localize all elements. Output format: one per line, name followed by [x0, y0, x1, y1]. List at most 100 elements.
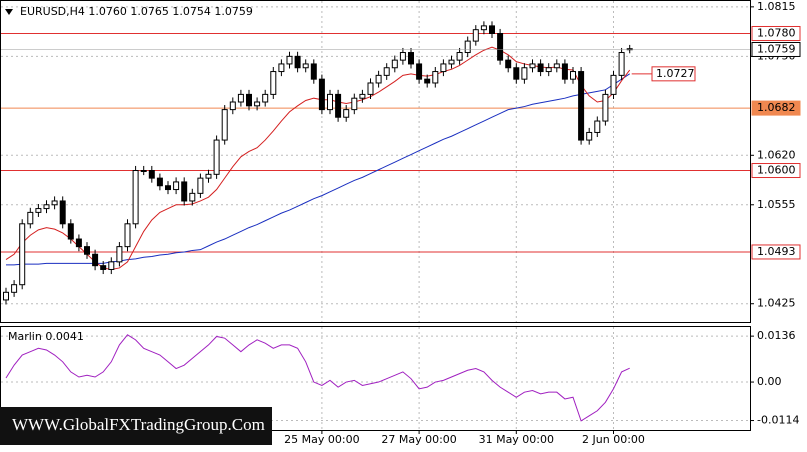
candle-body: [221, 109, 228, 141]
level-label-box: [751, 163, 801, 179]
candle-body: [570, 71, 576, 80]
indicator-line: [5, 334, 630, 422]
candle-body: [237, 93, 244, 103]
candle-body: [278, 63, 285, 73]
watermark: WWW.GlobalFXTradingGroup.Com: [12, 415, 265, 434]
candle-body: [92, 253, 99, 267]
candle-body: [408, 52, 414, 65]
candle-body: [254, 101, 261, 107]
y-tick-label: 1.0620: [757, 148, 796, 161]
candle-body: [383, 67, 390, 76]
candle-body: [343, 109, 350, 118]
candle-body: [51, 200, 58, 206]
candle-body: [391, 59, 398, 69]
candle-body: [472, 29, 479, 42]
annotation-box: [651, 66, 696, 82]
candle-body: [359, 93, 366, 99]
candle-body: [318, 78, 325, 111]
candle-body: [505, 59, 512, 69]
indicator-label: Marlin 0.0041: [8, 330, 84, 343]
candle-body: [262, 93, 269, 103]
candle-body: [529, 63, 536, 69]
candle-body: [84, 246, 90, 255]
level-label-box: [751, 25, 801, 41]
candle-body: [432, 71, 439, 84]
level-label: 1.0682: [757, 101, 796, 114]
candle-body: [375, 74, 382, 84]
candle-body: [35, 208, 42, 213]
candle-body: [148, 170, 155, 179]
y-tick-label: 1.0425: [757, 297, 796, 310]
candle-body: [586, 131, 593, 141]
x-tick-label: 2 Jun 00:00: [582, 433, 645, 446]
x-tick-label: 25 May 00:00: [284, 433, 359, 446]
candle-body: [286, 55, 293, 65]
candle-body: [537, 63, 544, 73]
level-label-box: [751, 244, 801, 260]
candle-body: [464, 40, 471, 54]
candle-body: [197, 177, 204, 194]
x-tick-label: 31 May 00:00: [479, 433, 554, 446]
candle-body: [270, 71, 277, 95]
header: EURUSD,H4 1.0760 1.0765 1.0754 1.0759: [20, 5, 253, 18]
candle-body: [456, 52, 463, 61]
y-tick-label: 1.0555: [757, 198, 796, 211]
candle-body: [399, 52, 406, 61]
candle-body: [75, 238, 82, 248]
candle-body: [59, 200, 66, 225]
candle-body: [480, 25, 487, 31]
candle-body: [181, 181, 188, 202]
y-tick-label: 0.00: [757, 375, 782, 388]
candle-body: [578, 71, 585, 141]
candle-body: [156, 177, 163, 187]
candle-body: [416, 63, 423, 80]
candle-body: [205, 173, 212, 179]
candle-body: [11, 284, 18, 293]
candle-body: [424, 78, 431, 84]
current-price-box: [751, 41, 801, 57]
candle-body: [440, 63, 447, 73]
candle-body: [165, 185, 171, 191]
main-frame: [0, 0, 751, 323]
y-tick-label: 0.0136: [757, 329, 796, 342]
candle-body: [553, 63, 560, 69]
level-label: 1.0780: [757, 26, 796, 39]
candle-body: [602, 93, 609, 122]
level-label-box: [751, 100, 801, 116]
candle-body: [246, 93, 252, 107]
candle-body: [448, 59, 455, 65]
x-tick-label: 27 May 00:00: [381, 433, 456, 446]
candle-body: [561, 63, 568, 80]
candle-body: [594, 120, 601, 133]
candle-body: [294, 55, 301, 69]
candle-body: [189, 192, 196, 202]
candle-body: [19, 223, 26, 286]
candle-body: [521, 67, 528, 80]
candle-body: [3, 291, 9, 301]
candle-body: [124, 223, 131, 248]
candle-body: [335, 93, 342, 118]
candle-body: [545, 67, 552, 73]
candle-body: [27, 211, 34, 225]
y-tick-label: -0.0114: [757, 414, 799, 427]
candle-body: [513, 67, 520, 80]
candle-body: [140, 170, 147, 173]
candle-body: [302, 63, 309, 69]
candle-body: [367, 82, 374, 95]
candle-body: [173, 181, 180, 191]
watermark-box: [0, 407, 272, 445]
candle-body: [108, 261, 115, 270]
level-label: 1.0493: [757, 245, 796, 258]
candle-body: [489, 25, 495, 34]
candle-body: [132, 170, 139, 225]
candle-body: [100, 265, 107, 270]
candle-body: [310, 63, 317, 80]
y-tick-label: 1.0815: [757, 0, 796, 13]
candle-body: [213, 139, 220, 175]
candle-body: [67, 223, 74, 240]
candle-body: [497, 32, 504, 61]
plot-layer: 1.04251.05551.06201.07501.0815-0.01140.0…: [1, 0, 801, 446]
candle-body: [610, 74, 617, 95]
